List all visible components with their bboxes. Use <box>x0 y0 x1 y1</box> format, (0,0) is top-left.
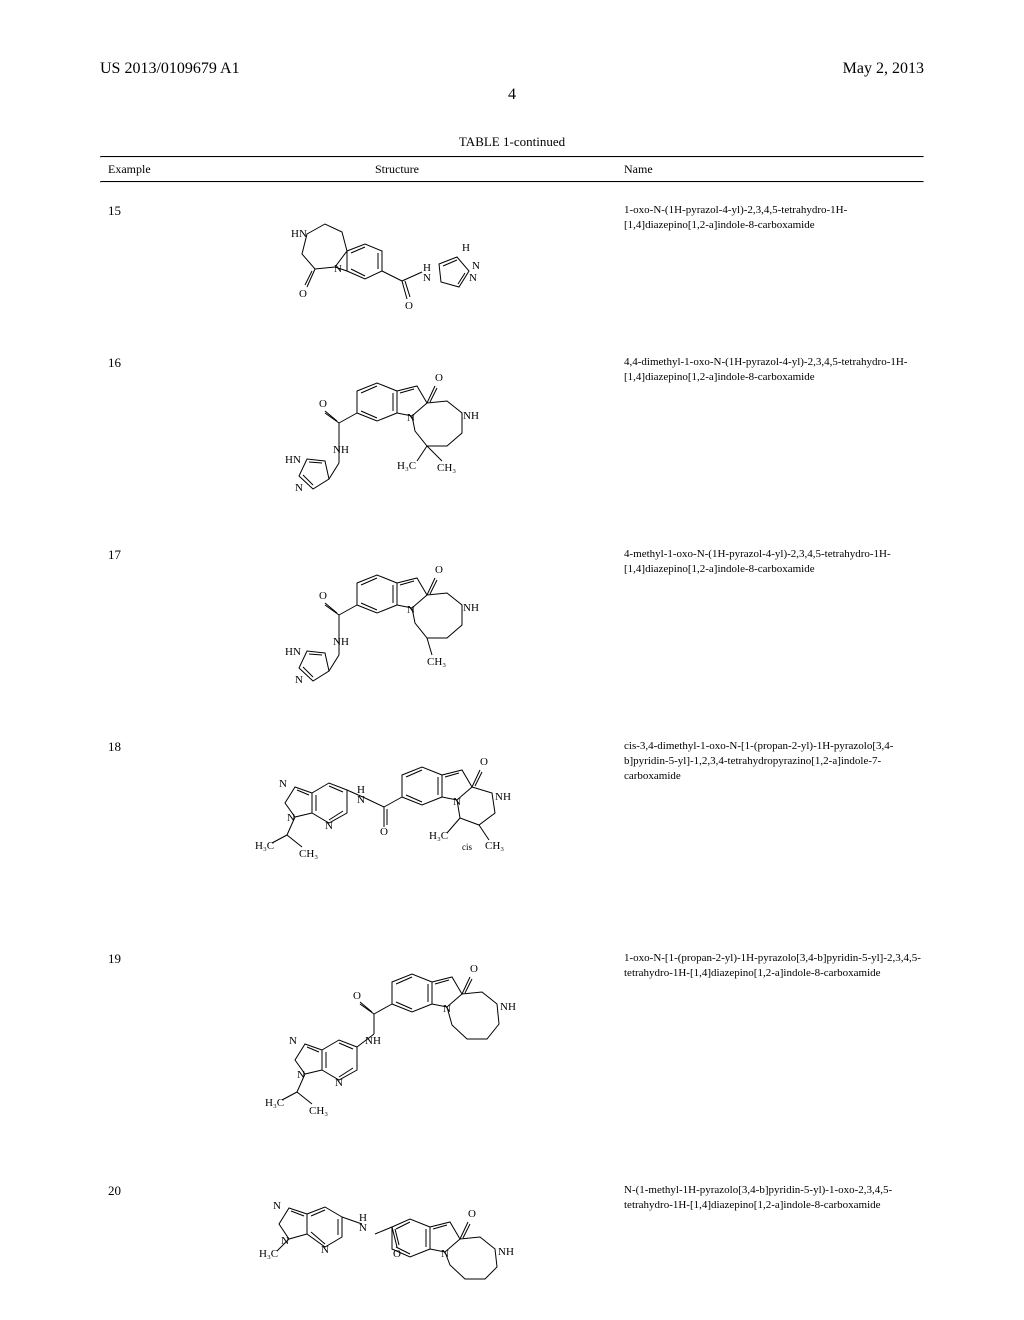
document-id: US 2013/0109679 A1 <box>100 60 240 78</box>
atom-label: O <box>353 990 361 1002</box>
atom-label: CH₃ <box>485 840 504 852</box>
atom-label: H₃C <box>265 1097 284 1109</box>
atom-label: O <box>319 590 327 602</box>
atom-label: NH <box>463 410 479 422</box>
structure-cell: N N N H₃C H N O N O NH <box>178 1179 616 1289</box>
atom-label: N <box>295 674 303 686</box>
compound-name: 1-oxo-N-(1H-pyrazol-4-yl)-2,3,4,5-tetrah… <box>616 199 924 233</box>
table-row: 16 <box>100 335 924 527</box>
compound-name: cis-3,4-dimethyl-1-oxo-N-[1-(propan-2-yl… <box>616 735 924 784</box>
chemical-structure-19: O NH N O NH N N N H₃C CH₃ <box>237 947 557 1147</box>
atom-label: O <box>380 826 388 838</box>
atom-label: N <box>297 1069 305 1081</box>
atom-label: N <box>357 794 365 806</box>
table-row: 20 <box>100 1163 924 1305</box>
atom-label: O <box>468 1208 476 1220</box>
compound-name: 1-oxo-N-[1-(propan-2-yl)-1H-pyrazolo[3,4… <box>616 947 924 981</box>
example-number: 20 <box>100 1179 178 1199</box>
atom-label: N <box>295 482 303 494</box>
compound-name: 4,4-dimethyl-1-oxo-N-(1H-pyrazol-4-yl)-2… <box>616 351 924 385</box>
example-number: 17 <box>100 543 178 563</box>
atom-label: NH <box>463 602 479 614</box>
atom-label: HN <box>285 646 301 658</box>
document-date: May 2, 2013 <box>843 60 924 78</box>
example-number: 18 <box>100 735 178 755</box>
example-number: 15 <box>100 199 178 219</box>
atom-label: N <box>443 1003 451 1015</box>
table-row: 18 <box>100 719 924 931</box>
cis-label: cis <box>462 842 472 852</box>
structure-cell: HN O N H N O H N N <box>178 199 616 319</box>
atom-label: CH₃ <box>309 1105 328 1117</box>
atom-label: N <box>472 260 480 272</box>
patent-page: US 2013/0109679 A1 May 2, 2013 4 TABLE 1… <box>0 0 1024 1320</box>
compound-name: 4-methyl-1-oxo-N-(1H-pyrazol-4-yl)-2,3,4… <box>616 543 924 577</box>
atom-label: CH₃ <box>427 656 446 668</box>
structure-cell: O NH N O NH H₃C CH₃ HN N <box>178 351 616 511</box>
col-header-structure: Structure <box>178 162 616 177</box>
atom-label: O <box>319 398 327 410</box>
structure-cell: O NH N H₃C CH₃ cis O H N N N N H₃C CH₃ <box>178 735 616 915</box>
table-row: 15 <box>100 183 924 335</box>
atom-label: N <box>453 796 461 808</box>
chemical-structure-17: O NH N O NH CH₃ HN N <box>247 543 547 703</box>
chemical-structure-18: O NH N H₃C CH₃ cis O H N N N N H₃C CH₃ <box>237 735 557 915</box>
atom-label: H <box>462 242 470 254</box>
structure-cell: O NH N O NH N N N H₃C CH₃ <box>178 947 616 1147</box>
atom-label: O <box>470 963 478 975</box>
atom-label: N <box>359 1222 367 1234</box>
atom-label: N <box>469 272 477 284</box>
atom-label: NH <box>495 791 511 803</box>
atom-label: O <box>405 300 413 312</box>
atom-label: O <box>480 756 488 768</box>
atom-label: O <box>393 1248 401 1260</box>
atom-label: O <box>435 564 443 576</box>
chemical-structure-15: HN O N H N O H N N <box>247 199 547 319</box>
col-header-name: Name <box>616 162 924 177</box>
atom-label: N <box>325 820 333 832</box>
page-header: US 2013/0109679 A1 May 2, 2013 <box>100 60 924 78</box>
atom-label: HN <box>291 228 307 240</box>
chemical-structure-16: O NH N O NH H₃C CH₃ HN N <box>247 351 547 511</box>
table-caption: TABLE 1-continued <box>100 134 924 150</box>
atom-label: N <box>334 263 342 275</box>
atom-label: N <box>321 1244 329 1256</box>
table-row: 17 <box>100 527 924 719</box>
col-header-example: Example <box>100 162 178 177</box>
atom-label: HN <box>285 454 301 466</box>
atom-label: NH <box>498 1246 514 1258</box>
atom-label: NH <box>500 1001 516 1013</box>
atom-label: H₃C <box>397 460 416 472</box>
atom-label: N <box>273 1200 281 1212</box>
table-row: 19 <box>100 931 924 1163</box>
atom-label: NH <box>333 444 349 456</box>
atom-label: N <box>441 1248 449 1260</box>
atom-label: NH <box>333 636 349 648</box>
example-number: 19 <box>100 947 178 967</box>
atom-label: N <box>407 604 415 616</box>
chemical-structure-20: N N N H₃C H N O N O NH <box>237 1179 557 1289</box>
atom-label: CH₃ <box>437 462 456 474</box>
atom-label: N <box>335 1077 343 1089</box>
structure-cell: O NH N O NH CH₃ HN N <box>178 543 616 703</box>
atom-label: N <box>279 778 287 790</box>
table-header-row: Example Structure Name <box>100 158 924 181</box>
atom-label: N <box>281 1235 289 1247</box>
atom-label: N <box>407 412 415 424</box>
atom-label: N <box>287 812 295 824</box>
example-number: 16 <box>100 351 178 371</box>
compound-name: N-(1-methyl-1H-pyrazolo[3,4-b]pyridin-5-… <box>616 1179 924 1213</box>
atom-label: N <box>289 1035 297 1047</box>
atom-label: H₃C <box>429 830 448 842</box>
atom-label: N <box>423 272 431 284</box>
atom-label: CH₃ <box>299 848 318 860</box>
page-number: 4 <box>100 86 924 104</box>
atom-label: O <box>435 372 443 384</box>
atom-label: O <box>299 288 307 300</box>
atom-label: H₃C <box>259 1248 278 1260</box>
atom-label: H₃C <box>255 840 274 852</box>
atom-label: NH <box>365 1035 381 1047</box>
